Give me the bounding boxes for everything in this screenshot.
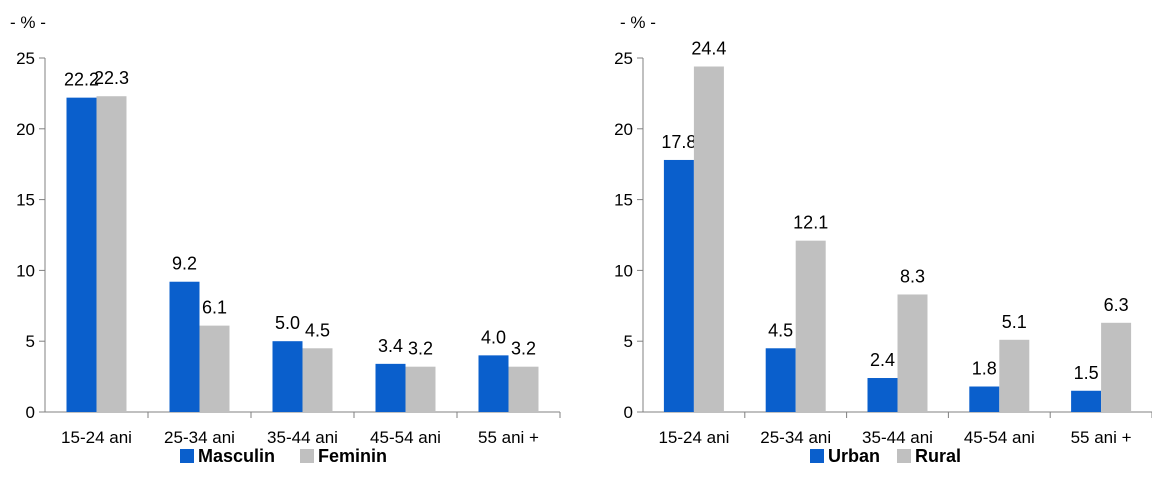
chart2-x-tick-label: 35-44 ani	[862, 428, 933, 447]
chart1-y-tick-label: 25	[16, 49, 35, 68]
chart2-data-label: 6.3	[1104, 295, 1129, 315]
chart1-x-tick-label: 55 ani +	[478, 428, 539, 447]
chart2-y-tick-label: 10	[614, 261, 633, 280]
chart2-data-label: 8.3	[900, 266, 925, 286]
chart2-data-label: 24.4	[691, 38, 726, 58]
chart2-legend-label: Urban	[828, 446, 880, 466]
chart1-y-tick-label: 15	[16, 191, 35, 210]
chart1-legend-label: Masculin	[198, 446, 275, 466]
chart1-bar-masculin	[375, 363, 406, 412]
chart1-bar-feminin	[199, 325, 230, 412]
chart2-bar-urban	[1071, 390, 1102, 412]
chart1-bar-feminin	[405, 366, 436, 412]
chart2-legend-label: Rural	[915, 446, 961, 466]
chart1-data-label: 4.5	[305, 320, 330, 340]
chart2-data-label: 2.4	[870, 350, 895, 370]
chart1-bar-feminin	[508, 366, 539, 412]
chart2-bar-urban	[867, 378, 898, 412]
chart1-bar-feminin	[302, 348, 333, 412]
chart1-bar-masculin	[66, 97, 97, 412]
chart2-bar-rural	[897, 294, 928, 412]
chart2-data-label: 5.1	[1002, 312, 1027, 332]
chart1-x-tick-label: 25-34 ani	[164, 428, 235, 447]
chart1-unit-label: - % -	[10, 13, 46, 32]
chart2-bar-rural	[1101, 322, 1132, 412]
chart1-x-tick-label: 35-44 ani	[267, 428, 338, 447]
chart2-bar-rural	[795, 240, 826, 412]
chart2-data-label: 1.8	[972, 359, 997, 379]
chart2-data-label: 17.8	[661, 132, 696, 152]
chart2-data-label: 4.5	[768, 320, 793, 340]
chart1-y-tick-label: 5	[26, 332, 35, 351]
chart1-data-label: 3.2	[408, 339, 433, 359]
chart1-data-label: 22.3	[94, 68, 129, 88]
chart2-data-label: 1.5	[1074, 363, 1099, 383]
chart2-x-tick-label: 45-54 ani	[964, 428, 1035, 447]
chart1-bar-masculin	[272, 341, 303, 412]
chart1-legend-swatch-masculin	[180, 449, 194, 463]
chart1-data-label: 6.1	[202, 298, 227, 318]
chart2-y-tick-label: 20	[614, 120, 633, 139]
chart2-x-tick-label: 25-34 ani	[760, 428, 831, 447]
chart2-unit-label: - % -	[620, 13, 656, 32]
chart2-data-label: 12.1	[793, 213, 828, 233]
chart2-bar-urban	[765, 348, 796, 412]
chart2-legend-swatch-rural	[897, 449, 911, 463]
chart1-y-tick-label: 20	[16, 120, 35, 139]
chart1-legend-swatch-feminin	[300, 449, 314, 463]
chart1-data-label: 3.4	[378, 336, 403, 356]
chart2-y-tick-label: 5	[624, 332, 633, 351]
chart1-bar-feminin	[96, 96, 127, 413]
chart1-data-label: 5.0	[275, 313, 300, 333]
chart2-y-tick-label: 25	[614, 49, 633, 68]
chart1-bar-masculin	[478, 355, 509, 412]
chart2-bar-urban	[969, 386, 1000, 412]
chart2-legend-swatch-urban	[810, 449, 824, 463]
chart2-x-tick-label: 55 ani +	[1071, 428, 1132, 447]
chart1-y-tick-label: 0	[26, 403, 35, 422]
chart1-bar-masculin	[169, 281, 200, 412]
chart2-y-tick-label: 0	[624, 403, 633, 422]
chart1-x-tick-label: 45-54 ani	[370, 428, 441, 447]
chart2-bar-rural	[999, 339, 1030, 412]
chart1-legend-label: Feminin	[318, 446, 387, 466]
chart1-data-label: 4.0	[481, 327, 506, 347]
chart2-x-tick-label: 15-24 ani	[658, 428, 729, 447]
chart1-data-label: 22.2	[64, 70, 99, 90]
chart2-bar-rural	[693, 66, 724, 412]
chart2-y-tick-label: 15	[614, 191, 633, 210]
chart1-x-tick-label: 15-24 ani	[61, 428, 132, 447]
chart2-bar-urban	[663, 159, 694, 412]
chart1-data-label: 9.2	[172, 254, 197, 274]
chart1-y-tick-label: 10	[16, 261, 35, 280]
chart1-data-label: 3.2	[511, 339, 536, 359]
